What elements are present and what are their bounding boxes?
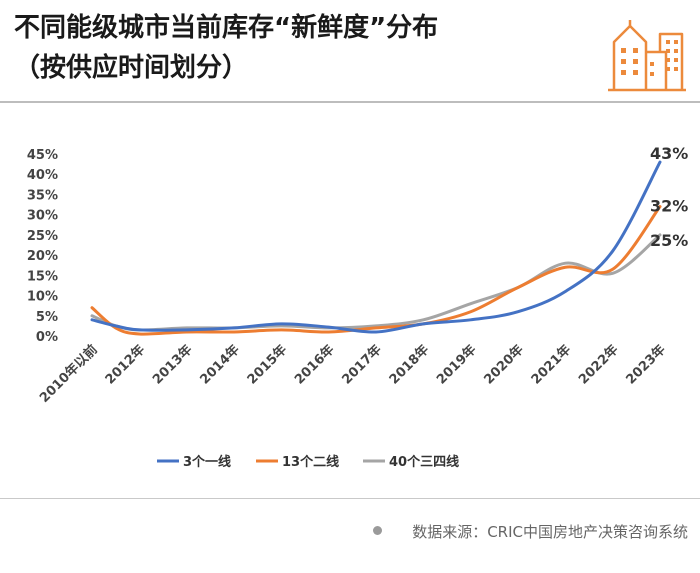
legend-label: 40个三四线 [389,454,459,470]
line-chart: 0% 5% 10% 15% 20% 25% 30% 35% 40% 45% 2010年以前 2012… [27,144,688,470]
source-text: 数据来源：CRIC中国房地产决策咨询系统 [412,523,688,541]
x-tick-label: 2012年 [102,342,148,388]
plot-area: 43% 32% 25% [90,144,688,336]
y-tick-label: 45% [27,148,58,163]
x-tick-label: 2017年 [339,342,385,388]
page-title: 不同能级城市当前库存“新鲜度”分布 （按供应时间划分） [14,8,584,88]
x-tick-label: 2014年 [197,342,243,388]
x-tick-label: 2016年 [291,342,337,388]
end-data-label: 32% [650,197,688,216]
bullet-dot-icon [373,526,383,535]
footer-divider [0,498,700,499]
x-tick-label: 2022年 [575,342,621,388]
series-line-2 [90,205,662,336]
series-line-1 [90,160,662,334]
x-tick-label: 2023年 [623,342,669,388]
title-line-1: 不同能级城市当前库存“新鲜度”分布 [14,13,439,43]
y-tick-label: 15% [27,269,58,284]
series-line-3 [90,233,662,332]
y-tick-label: 30% [27,209,58,224]
legend-label: 13个二线 [282,454,339,470]
x-tick-label: 2010年以前 [36,342,100,406]
x-axis: 2010年以前 2012年 2013年 2014年 2015年 2016年 2017年 201… [36,342,668,406]
y-tick-label: 25% [27,229,58,244]
y-tick-label: 10% [27,290,58,305]
chart-legend: 3个一线 13个二线 40个三四线 [157,454,459,470]
title-line-2: （按供应时间划分） [14,53,249,83]
x-tick-label: 2013年 [149,342,195,388]
y-tick-label: 5% [36,310,58,325]
legend-label: 3个一线 [183,454,231,470]
city-buildings-icon [608,20,686,92]
y-tick-label: 35% [27,188,58,203]
x-tick-label: 2019年 [433,342,479,388]
x-tick-label: 2021年 [528,342,574,388]
y-tick-label: 0% [36,330,58,345]
y-tick-label: 20% [27,249,58,264]
y-tick-label: 40% [27,168,58,183]
end-data-label: 25% [650,231,688,250]
y-axis: 0% 5% 10% 15% 20% 25% 30% 35% 40% 45% [27,148,58,345]
end-data-label: 43% [650,144,688,163]
x-tick-label: 2018年 [386,342,432,388]
x-tick-label: 2020年 [481,342,527,388]
source-note: 数据来源：CRIC中国房地产决策咨询系统 [373,521,688,542]
header-divider [0,101,700,103]
x-tick-label: 2015年 [244,342,290,388]
